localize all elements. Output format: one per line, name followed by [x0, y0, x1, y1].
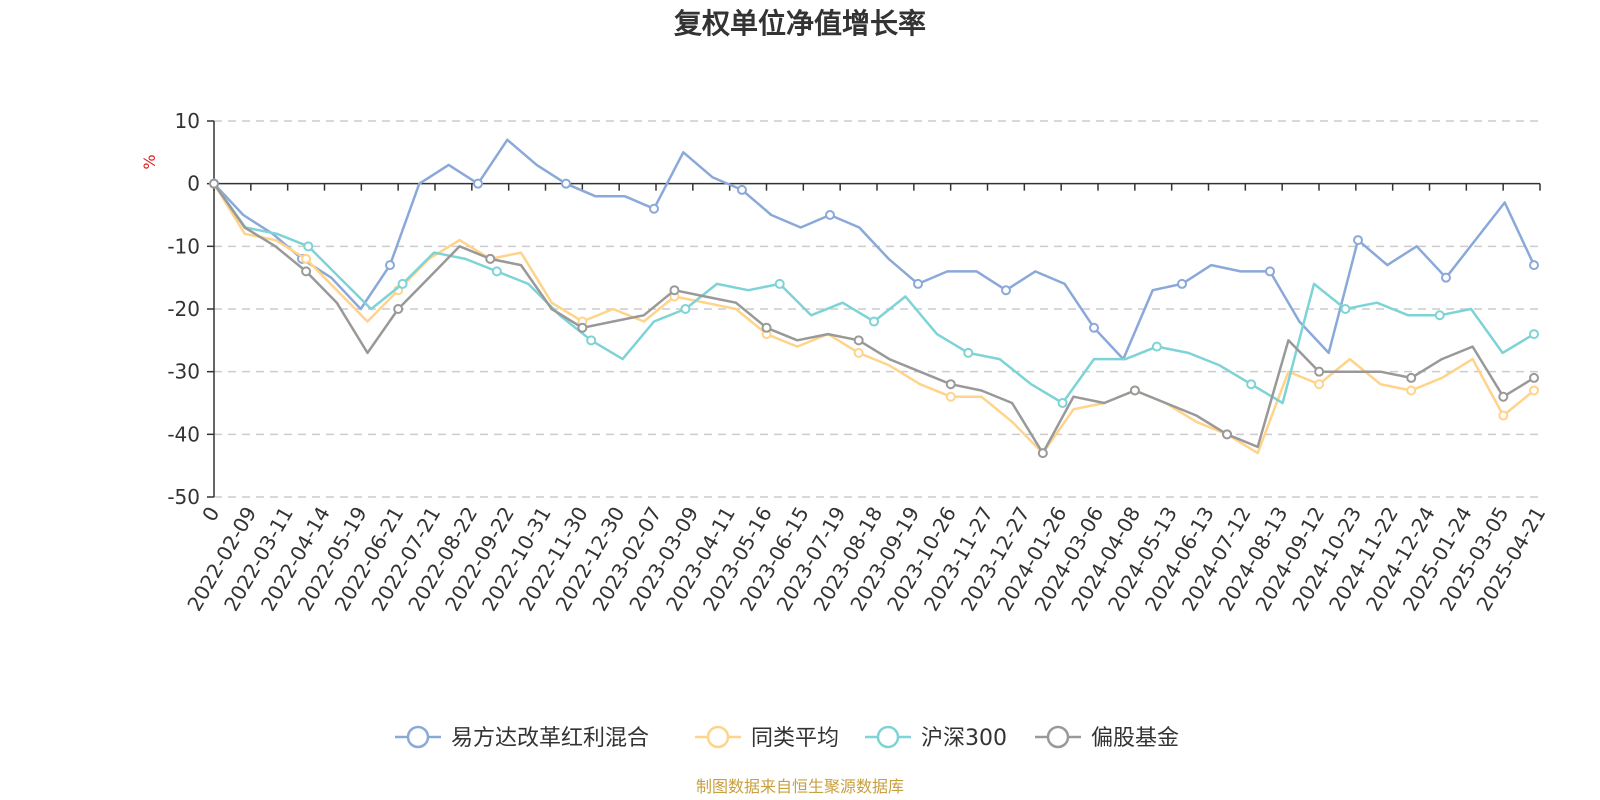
y-tick-label: 10: [175, 109, 200, 133]
series-point: [1037, 448, 1048, 459]
y-tick-label: -20: [167, 297, 200, 321]
legend-label: 同类平均: [751, 726, 839, 751]
series-point: [301, 253, 312, 264]
series-point: [577, 322, 588, 333]
series-point: [586, 335, 597, 346]
y-tick-label: -40: [167, 422, 200, 446]
y-tick-label: -50: [167, 485, 200, 509]
x-tick-label: 0: [197, 503, 224, 526]
chart-title: 复权单位净值增长率: [674, 7, 926, 40]
series-point: [1314, 366, 1325, 377]
legend-marker-icon: [876, 725, 900, 749]
series-point: [1340, 304, 1351, 314]
series-point: [1177, 278, 1187, 289]
series-point: [869, 316, 879, 327]
series-point: [1529, 372, 1539, 383]
legend-marker-icon: [406, 725, 430, 749]
series-point: [1001, 285, 1011, 296]
series-point: [561, 178, 571, 189]
series-point: [913, 278, 923, 289]
series-point: [1434, 310, 1445, 321]
series-point: [1151, 341, 1162, 352]
legend-item-3[interactable]: 偏股基金: [1035, 725, 1179, 751]
series-point: [1089, 322, 1099, 333]
legend-label: 沪深300: [921, 726, 1007, 751]
legend-item-0[interactable]: 易方达改革红利混合: [395, 725, 649, 751]
series-line-0: [213, 138, 1536, 361]
series-point: [397, 278, 408, 289]
series-point: [1529, 260, 1539, 271]
series-point: [209, 178, 219, 189]
legend-label: 偏股基金: [1091, 726, 1179, 751]
series-point: [485, 253, 496, 264]
series-layer: [209, 138, 1539, 459]
legend-item-2[interactable]: 沪深300: [865, 725, 1007, 751]
series-point: [1529, 385, 1539, 396]
legend-label: 易方达改革红利混合: [451, 726, 649, 751]
series-point: [853, 335, 864, 346]
series-line-3: [212, 182, 1535, 455]
series-point: [301, 266, 312, 277]
series-point: [1441, 272, 1451, 283]
series-point: [774, 278, 785, 289]
series-point: [1529, 329, 1539, 340]
series-point: [1222, 429, 1233, 440]
series-point: [649, 203, 659, 214]
series-point: [963, 347, 974, 358]
source-note: 制图数据来自恒生聚源数据库: [696, 777, 904, 796]
y-tick-label: -30: [167, 360, 200, 384]
series-point: [825, 210, 835, 220]
series-point: [1314, 379, 1325, 390]
series-point: [761, 322, 772, 333]
series-point: [1406, 372, 1417, 383]
series-point: [1129, 385, 1140, 396]
series-point: [1498, 391, 1509, 402]
series-point: [1498, 410, 1509, 421]
series-point: [1353, 235, 1363, 246]
series-point: [393, 304, 404, 314]
series-point: [945, 391, 956, 402]
y-axis-unit: %: [140, 154, 159, 169]
series-point: [473, 178, 483, 189]
series-point: [945, 379, 956, 390]
series-point: [1265, 266, 1275, 277]
series-point: [680, 304, 691, 314]
series-point: [669, 285, 680, 296]
series-point: [385, 260, 395, 271]
series-point: [491, 266, 502, 277]
y-tick-label: 0: [187, 172, 200, 196]
series-point: [303, 241, 314, 252]
series-point: [1057, 398, 1068, 408]
legend-marker-icon: [706, 725, 730, 749]
x-axis: 02022-02-092022-03-112022-04-142022-05-1…: [182, 182, 1550, 615]
series-line-1: [212, 183, 1535, 455]
series-point: [1406, 385, 1417, 396]
legend-item-1[interactable]: 同类平均: [695, 725, 839, 751]
legend-marker-icon: [1046, 725, 1070, 749]
series-point: [853, 347, 864, 358]
series-point: [737, 184, 747, 195]
y-axis: 10 0 -10 -20 -30 -40 -50: [167, 109, 215, 509]
y-tick-label: -10: [167, 234, 200, 258]
legend: 易方达改革红利混合 同类平均 沪深300 偏股基金: [395, 725, 1179, 751]
series-point: [1246, 379, 1257, 390]
